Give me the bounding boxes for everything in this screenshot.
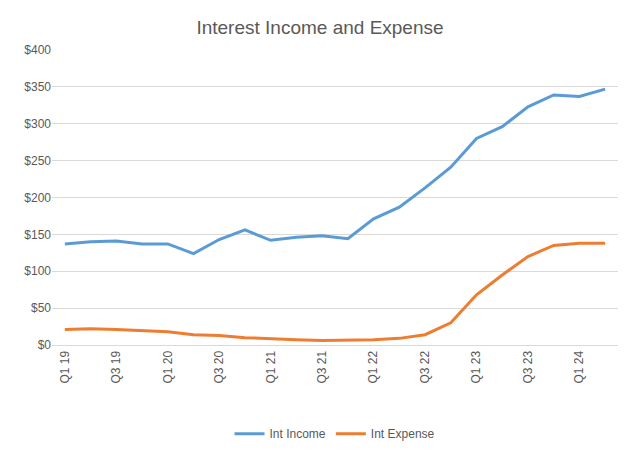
svg-text:$250: $250	[24, 154, 51, 168]
svg-text:$400: $400	[24, 43, 51, 57]
svg-text:$100: $100	[24, 264, 51, 278]
svg-text:Q1 23: Q1 23	[469, 350, 483, 383]
svg-text:Q1 21: Q1 21	[264, 350, 278, 383]
svg-text:$50: $50	[31, 301, 51, 315]
svg-text:Q1 20: Q1 20	[161, 350, 175, 383]
svg-text:$0: $0	[38, 338, 52, 352]
svg-text:$350: $350	[24, 80, 51, 94]
svg-text:Q1 22: Q1 22	[366, 350, 380, 383]
svg-text:Interest Income and Expense: Interest Income and Expense	[196, 17, 443, 38]
svg-text:Q3 20: Q3 20	[212, 350, 226, 383]
svg-text:Q1 19: Q1 19	[58, 350, 72, 383]
svg-text:$150: $150	[24, 228, 51, 242]
svg-text:$300: $300	[24, 117, 51, 131]
svg-text:Int Expense: Int Expense	[371, 427, 435, 441]
svg-text:Q1 24: Q1 24	[572, 350, 586, 383]
svg-text:Q3 22: Q3 22	[418, 350, 432, 383]
svg-text:Q3 23: Q3 23	[521, 350, 535, 383]
svg-text:Int Income: Int Income	[270, 427, 326, 441]
svg-text:$200: $200	[24, 191, 51, 205]
svg-text:Q3 21: Q3 21	[315, 350, 329, 383]
svg-text:Q3 19: Q3 19	[109, 350, 123, 383]
